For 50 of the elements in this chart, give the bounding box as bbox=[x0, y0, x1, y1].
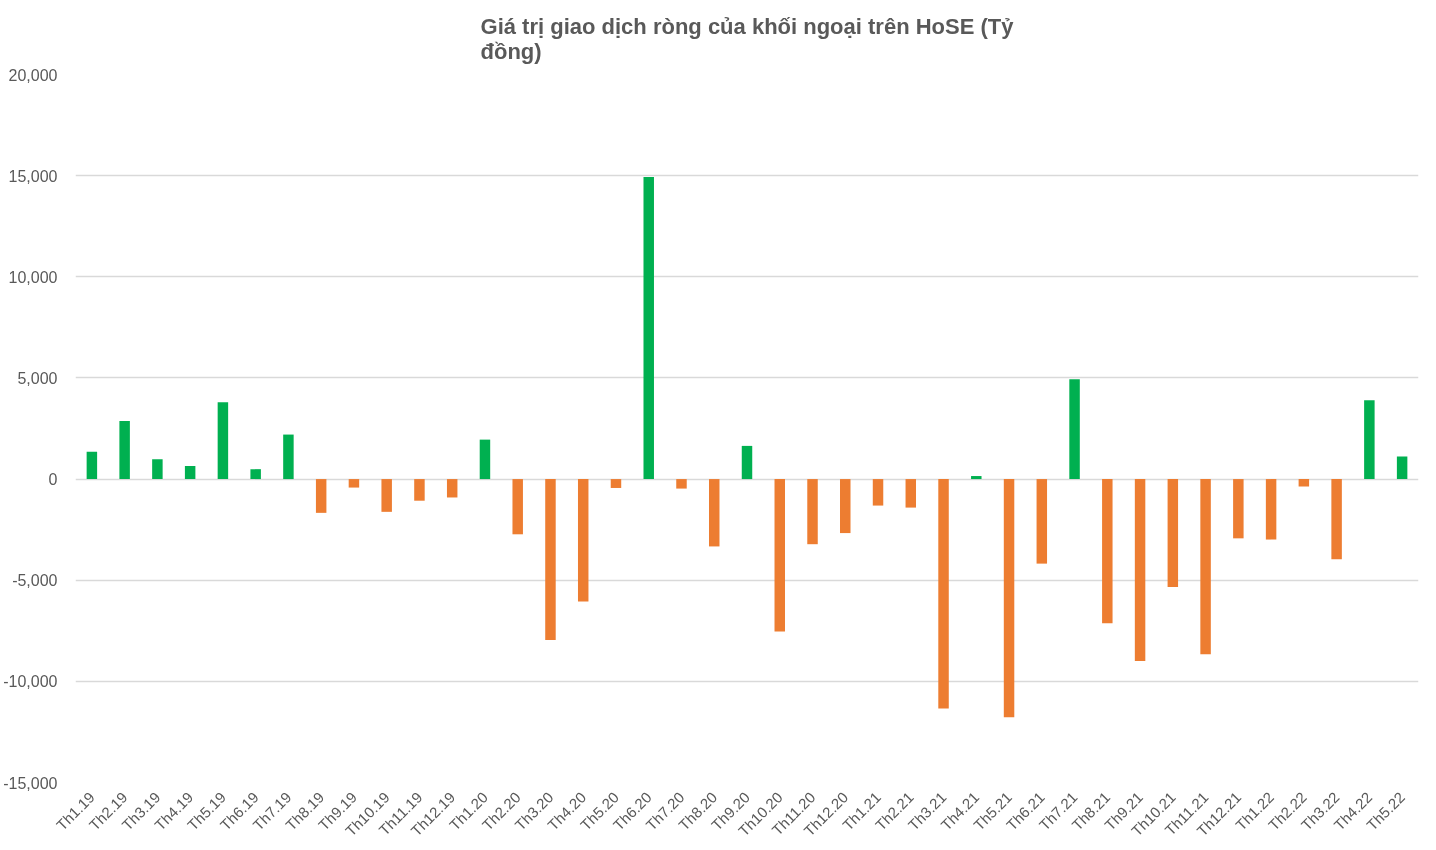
bar bbox=[643, 177, 654, 480]
y-tick-label: 5,000 bbox=[17, 369, 58, 387]
y-tick-label: 0 bbox=[48, 471, 58, 489]
bar bbox=[1102, 479, 1113, 624]
bar bbox=[1003, 479, 1015, 718]
bar bbox=[1331, 479, 1342, 560]
bar bbox=[119, 421, 130, 480]
bar bbox=[250, 469, 261, 480]
bar bbox=[512, 479, 523, 535]
bar bbox=[1233, 479, 1244, 539]
bar bbox=[446, 479, 458, 498]
bar bbox=[1036, 479, 1048, 564]
bar bbox=[414, 479, 425, 501]
bar bbox=[545, 479, 556, 641]
bar bbox=[971, 476, 982, 480]
bar bbox=[86, 451, 98, 480]
y-tick-label: -5,000 bbox=[12, 572, 58, 590]
bar bbox=[872, 479, 884, 506]
bar bbox=[840, 479, 851, 534]
y-tick-label: -10,000 bbox=[3, 673, 58, 691]
bar bbox=[315, 479, 327, 513]
bar bbox=[1167, 479, 1179, 588]
bar bbox=[479, 439, 491, 480]
bar bbox=[152, 459, 163, 480]
bar bbox=[774, 479, 785, 632]
bar bbox=[741, 445, 753, 480]
y-tick-label: 10,000 bbox=[8, 268, 58, 286]
bar bbox=[1364, 400, 1375, 480]
bar bbox=[1265, 479, 1277, 540]
y-tick-label: -15,000 bbox=[3, 774, 58, 792]
bar bbox=[938, 479, 949, 709]
bar bbox=[905, 479, 917, 508]
bar bbox=[1069, 379, 1080, 480]
bar bbox=[1200, 479, 1211, 655]
bar bbox=[807, 479, 818, 545]
bar bbox=[184, 465, 196, 480]
bar bbox=[381, 479, 392, 512]
bar bbox=[217, 402, 229, 480]
y-tick-label: 15,000 bbox=[8, 167, 58, 185]
bar bbox=[1134, 479, 1146, 661]
bar bbox=[1396, 456, 1408, 480]
bar bbox=[610, 479, 622, 488]
chart-title: Giá trị giao dịch ròng của khối ngoại trên HoSE (Tỷ đồng) bbox=[480, 13, 1015, 64]
bar bbox=[709, 479, 720, 547]
bar bbox=[577, 479, 589, 602]
bar bbox=[348, 479, 360, 488]
bar bbox=[283, 434, 294, 480]
bar bbox=[1298, 479, 1310, 487]
bar bbox=[676, 479, 687, 489]
y-tick-label: 20,000 bbox=[8, 66, 58, 84]
